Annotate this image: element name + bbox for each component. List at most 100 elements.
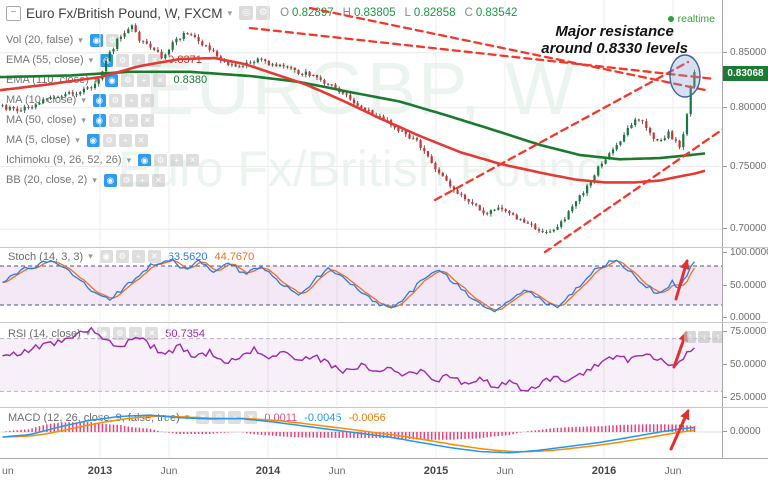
pane-separator[interactable] xyxy=(0,407,768,408)
macd-signal-line[interactable] xyxy=(2,415,695,453)
chevron-down-icon[interactable]: ▾ xyxy=(92,174,97,185)
up-arrow[interactable] xyxy=(674,259,690,301)
indicator-row[interactable]: MA (5, close) ▾ ◉ ⚙ + ✕ xyxy=(6,133,148,147)
eye-icon[interactable]: ◉ xyxy=(99,250,113,263)
close-icon[interactable]: ✕ xyxy=(140,93,154,107)
gear-icon[interactable]: ⚙ xyxy=(256,6,271,20)
eye-icon[interactable]: ◉ xyxy=(92,113,106,127)
eye-icon[interactable]: ◉ xyxy=(86,133,100,147)
close-icon[interactable]: ✕ xyxy=(134,133,148,147)
eye-icon[interactable]: ◉ xyxy=(105,73,119,87)
stoch-tick: 50.0000 xyxy=(723,280,766,291)
gear-icon[interactable]: ⚙ xyxy=(212,411,226,424)
up-arrow[interactable] xyxy=(669,409,690,451)
rsi-tick: 75.0000 xyxy=(723,326,766,337)
gear-icon[interactable]: ⚙ xyxy=(102,133,116,147)
plus-icon[interactable]: + xyxy=(132,53,146,67)
plus-icon[interactable]: + xyxy=(170,153,184,167)
highlight-ellipse[interactable] xyxy=(669,54,701,98)
trendline[interactable] xyxy=(248,26,717,81)
plus-icon[interactable]: + xyxy=(137,73,151,87)
analysis-drawings[interactable] xyxy=(248,6,767,451)
pane-move-button[interactable]: ↓ xyxy=(698,331,710,343)
open-label: O xyxy=(280,7,290,19)
rsi-label[interactable]: RSI (14, close) xyxy=(8,327,81,340)
gear-icon[interactable]: ⚙ xyxy=(108,113,122,127)
chevron-down-icon[interactable]: ▾ xyxy=(75,134,80,145)
stoch-k-line[interactable] xyxy=(2,258,695,313)
indicator-label[interactable]: BB (20, close, 2) xyxy=(6,174,88,186)
plus-icon[interactable]: + xyxy=(129,327,143,340)
chevron-down-icon[interactable]: ▾ xyxy=(88,54,94,65)
close-icon[interactable]: ✕ xyxy=(186,153,200,167)
eye-icon[interactable]: ◎ xyxy=(239,6,254,20)
indicator-bands xyxy=(0,265,722,392)
symbol-title[interactable]: Euro Fx/British Pound, W, FXCM xyxy=(26,5,223,21)
chevron-down-icon[interactable]: ▾ xyxy=(81,114,86,125)
pane-separator[interactable] xyxy=(0,247,768,248)
indicator-row[interactable]: Ichimoku (9, 26, 52, 26) ▾ ◉ ⚙ + ✕ xyxy=(6,153,200,167)
chevron-down-icon[interactable]: ▾ xyxy=(126,154,132,165)
close-icon[interactable]: ✕ xyxy=(151,173,165,187)
close-icon[interactable]: ✕ xyxy=(140,113,154,127)
plus-icon[interactable]: + xyxy=(228,411,242,424)
low-label: L xyxy=(404,7,411,19)
stoch-label[interactable]: Stoch (14, 3, 3) xyxy=(8,250,84,263)
indicator-row[interactable]: MA (50, close) ▾ ◉ ⚙ + ✕ xyxy=(6,113,154,127)
price-axis[interactable]: 0.83068 0.85000 0.80000 0.75000 0.70000 100.… xyxy=(722,0,768,458)
time-tick: Jun xyxy=(496,465,514,477)
indicator-row[interactable]: BB (20, close, 2) ▾ ◉ ⚙ + ✕ xyxy=(6,173,165,187)
close-icon[interactable]: ✕ xyxy=(153,73,167,87)
macd-label[interactable]: MACD (12, 26, close, 9, false, true) xyxy=(8,411,180,424)
pane-move-button[interactable]: ↕ xyxy=(712,331,724,343)
eye-icon[interactable]: ◉ xyxy=(103,173,117,187)
indicator-row[interactable]: EMA (110, close) ▾ ◉ ⚙ + ✕ 0.8380 xyxy=(6,73,207,87)
gear-icon[interactable]: ⚙ xyxy=(116,53,130,67)
chevron-down-icon[interactable]: ▾ xyxy=(93,74,99,85)
macd-line[interactable] xyxy=(2,414,695,454)
pane-move-button[interactable]: ↑ xyxy=(684,331,696,343)
ema-110-line[interactable] xyxy=(0,70,706,161)
trendline[interactable] xyxy=(433,60,690,202)
indicator-row[interactable]: Vol (20, false) ▾ ◉ ⚙ xyxy=(6,33,119,47)
indicator-label[interactable]: Ichimoku (9, 26, 52, 26) xyxy=(6,154,122,166)
gear-icon[interactable]: ⚙ xyxy=(154,153,168,167)
stoch-k-value: 63.5620 xyxy=(167,250,208,263)
macd-histogram[interactable] xyxy=(3,422,696,440)
time-tick: Jun xyxy=(160,465,178,477)
trendline[interactable] xyxy=(308,6,707,92)
time-axis[interactable]: un 2013 Jun 2014 Jun 2015 Jun 2016 Jun xyxy=(0,458,768,485)
plus-icon[interactable]: + xyxy=(124,93,138,107)
chevron-down-icon[interactable]: ▾ xyxy=(78,34,83,45)
gear-icon[interactable]: ⚙ xyxy=(105,33,119,47)
rsi-value: 50.7354 xyxy=(165,327,206,340)
gear-icon[interactable]: ⚙ xyxy=(108,93,122,107)
chevron-down-icon[interactable]: ▾ xyxy=(81,94,86,105)
indicator-label[interactable]: MA (50, close) xyxy=(6,114,77,126)
close-icon[interactable]: ✕ xyxy=(244,411,258,424)
chevron-down-icon[interactable]: ▾ xyxy=(85,328,91,338)
gear-icon[interactable]: ⚙ xyxy=(119,173,133,187)
indicator-label[interactable]: MA (5, close) xyxy=(6,134,71,146)
gear-icon[interactable]: ⚙ xyxy=(121,73,135,87)
chevron-down-icon[interactable]: ▾ xyxy=(88,251,93,261)
plus-icon[interactable]: + xyxy=(131,250,145,263)
pane-separator[interactable] xyxy=(0,322,768,323)
rsi-line[interactable] xyxy=(2,326,695,392)
eye-icon[interactable]: ◉ xyxy=(92,93,106,107)
collapse-legend-icon[interactable]: − xyxy=(6,5,21,21)
chevron-down-icon[interactable]: ▾ xyxy=(227,7,233,18)
indicator-label[interactable]: Vol (20, false) xyxy=(6,34,74,46)
gear-icon[interactable]: ⚙ xyxy=(113,327,127,340)
stoch-d-line[interactable] xyxy=(2,259,695,311)
plus-icon[interactable]: + xyxy=(135,173,149,187)
plus-icon[interactable]: + xyxy=(124,113,138,127)
ema-55-line[interactable] xyxy=(0,56,706,184)
eye-icon[interactable]: ◉ xyxy=(138,153,152,167)
close-icon[interactable]: ✕ xyxy=(145,327,159,340)
close-icon[interactable]: ✕ xyxy=(147,250,161,263)
gear-icon[interactable]: ⚙ xyxy=(115,250,129,263)
indicator-label[interactable]: EMA (55, close) xyxy=(6,54,84,66)
plus-icon[interactable]: + xyxy=(118,133,132,147)
